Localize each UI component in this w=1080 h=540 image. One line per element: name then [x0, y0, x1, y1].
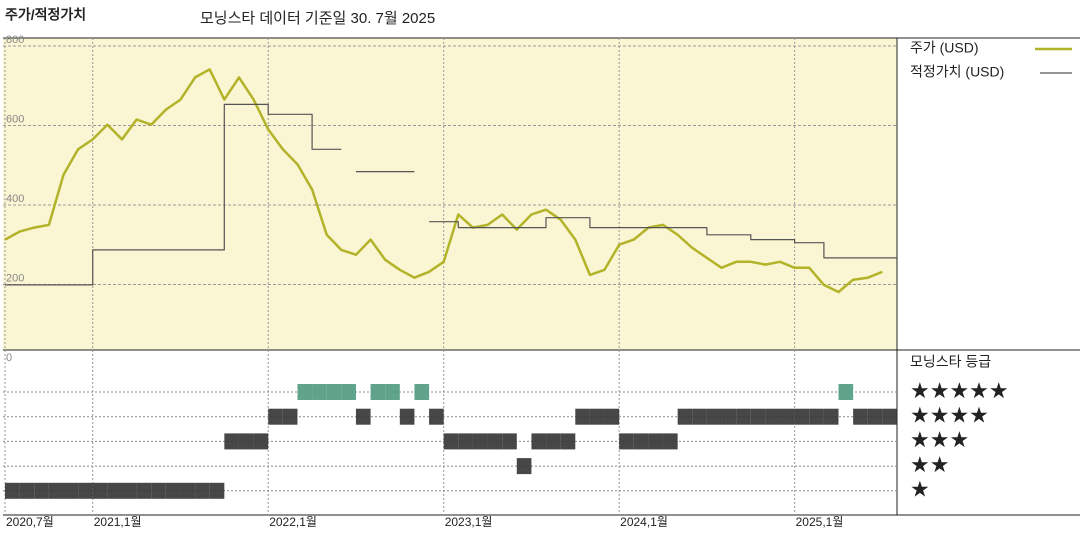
- series-line: [5, 103, 897, 286]
- rating-label: ★★: [910, 452, 949, 477]
- legend-label: 적정가치 (USD): [910, 64, 1004, 80]
- rating-bar: [195, 482, 210, 499]
- x-tick-label: 2021,1월: [94, 515, 142, 529]
- y-tick-label: 200: [6, 272, 24, 284]
- rating-bar: [92, 482, 108, 499]
- chart-subtitle: 모닝스타 데이터 기준일 30. 7월 2025: [200, 10, 435, 27]
- series-line: [4, 68, 883, 294]
- rating-bar: [706, 408, 722, 425]
- rating-bar: [546, 433, 561, 450]
- x-tick-label: 2022,1월: [269, 515, 317, 529]
- rating-bar: [370, 384, 386, 400]
- rating-bar: [516, 458, 532, 475]
- rating-bar: [326, 384, 342, 400]
- y-tick-label: 800: [6, 34, 24, 46]
- rating-bar: [750, 408, 766, 425]
- rating-label: ★★★: [910, 427, 969, 452]
- rating-bar: [165, 482, 181, 499]
- rating-bar: [472, 433, 488, 450]
- rating-bar: [253, 433, 269, 450]
- rating-bar: [882, 408, 897, 425]
- rating-title: 모닝스타 등급: [910, 354, 991, 370]
- rating-bar: [355, 408, 371, 425]
- rating-bar: [794, 408, 810, 425]
- rating-bar: [385, 384, 400, 400]
- rating-bar: [853, 408, 868, 425]
- rating-bar: [560, 433, 576, 450]
- y-tick-label: 0: [6, 352, 12, 364]
- rating-bar: [63, 482, 79, 499]
- rating-bar: [736, 408, 751, 425]
- rating-bar: [765, 408, 781, 425]
- rating-bar: [648, 433, 664, 450]
- rating-label: ★★★★: [910, 403, 989, 428]
- rating-bar: [238, 433, 254, 450]
- rating-bar: [224, 433, 239, 450]
- legend-label: 주가 (USD): [910, 40, 979, 56]
- rating-bar: [502, 433, 517, 450]
- rating-bar: [780, 408, 795, 425]
- rating-bar: [48, 482, 64, 499]
- rating-label: ★: [910, 477, 930, 502]
- rating-bar: [19, 482, 35, 499]
- rating-bar: [5, 482, 20, 499]
- rating-bar: [604, 408, 620, 425]
- rating-bar: [282, 408, 298, 425]
- x-tick-label: 2020,7월: [6, 515, 54, 529]
- rating-bar: [721, 408, 737, 425]
- plot-background: [3, 38, 897, 350]
- rating-bar: [838, 384, 854, 400]
- rating-bar: [121, 482, 137, 499]
- x-tick-label: 2024,1월: [620, 515, 668, 529]
- rating-bar: [429, 408, 444, 425]
- rating-bar: [341, 384, 356, 400]
- rating-bar: [209, 482, 225, 499]
- rating-bar: [312, 384, 327, 400]
- rating-bar: [151, 482, 166, 499]
- rating-bar: [589, 408, 605, 425]
- rating-bar: [823, 408, 839, 425]
- x-tick-label: 2023,1월: [445, 515, 493, 529]
- rating-bar: [297, 384, 313, 400]
- rating-bar: [677, 408, 693, 425]
- rating-bar: [575, 408, 590, 425]
- rating-bar: [458, 433, 473, 450]
- rating-bar: [414, 384, 430, 400]
- rating-bar: [663, 433, 678, 450]
- rating-bar: [692, 408, 707, 425]
- rating-bar: [268, 408, 283, 425]
- rating-bar: [180, 482, 196, 499]
- rating-bar: [487, 433, 503, 450]
- rating-bar: [531, 433, 547, 450]
- rating-bar: [107, 482, 122, 499]
- y-tick-label: 600: [6, 113, 24, 125]
- rating-bar: [399, 408, 415, 425]
- rating-bar: [34, 482, 49, 499]
- x-tick-label: 2025,1월: [796, 515, 844, 529]
- rating-label: ★★★★★: [910, 378, 1009, 403]
- rating-bar: [809, 408, 824, 425]
- rating-bar: [619, 433, 634, 450]
- rating-bar: [136, 482, 152, 499]
- chart-title: 주가/적정가치: [5, 7, 86, 23]
- rating-bar: [633, 433, 649, 450]
- rating-bar: [443, 433, 459, 450]
- rating-bar: [867, 408, 883, 425]
- rating-bar: [78, 482, 93, 499]
- y-tick-label: 400: [6, 193, 24, 205]
